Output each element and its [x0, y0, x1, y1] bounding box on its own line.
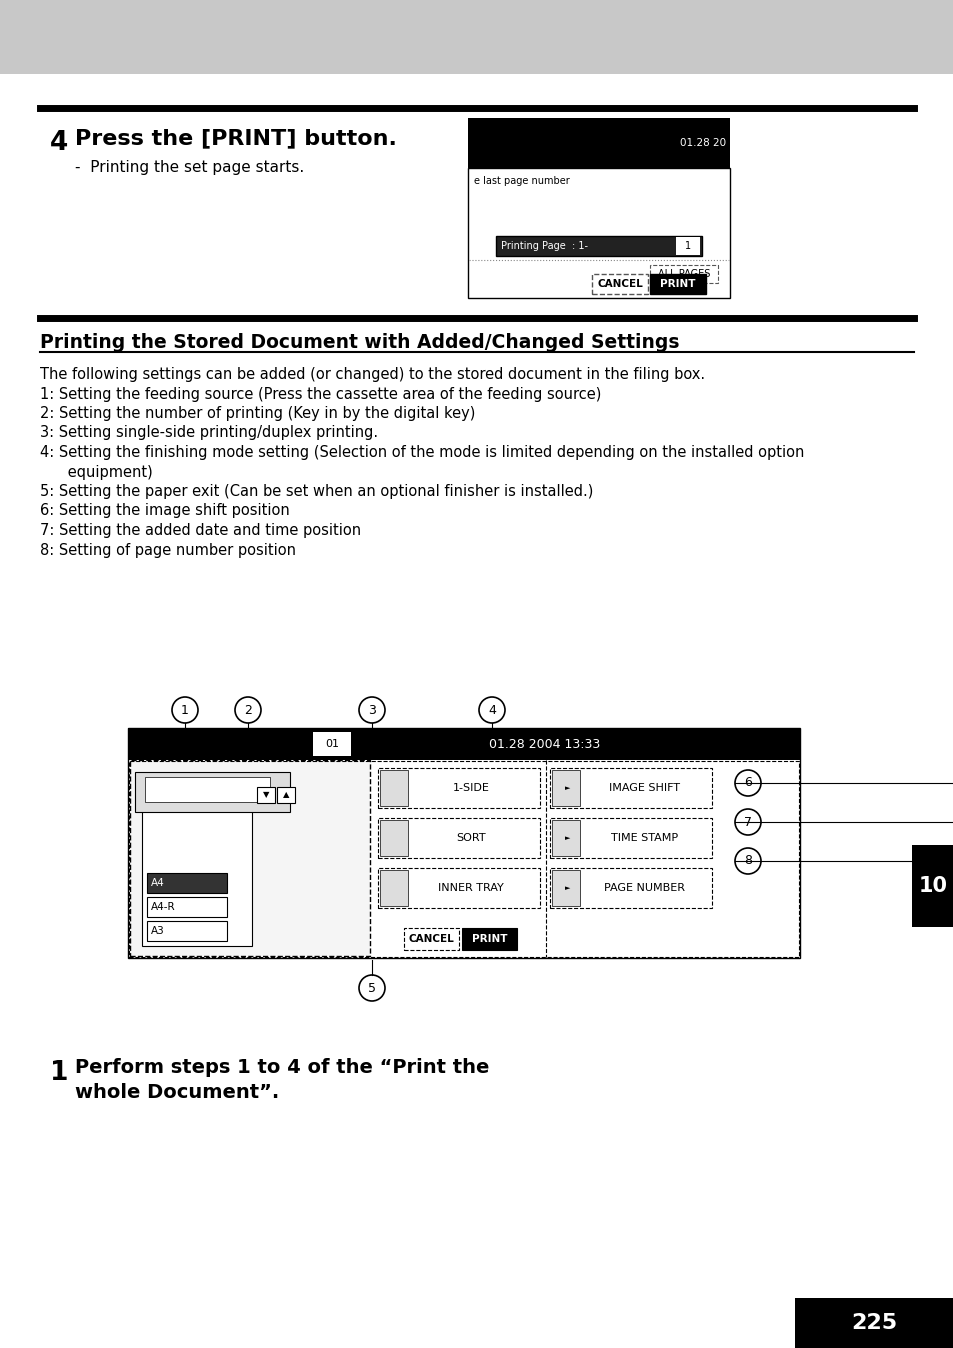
- Text: 6: Setting the image shift position: 6: Setting the image shift position: [40, 504, 290, 519]
- Text: 2: Setting the number of printing (Key in by the digital key): 2: Setting the number of printing (Key i…: [40, 406, 475, 421]
- Circle shape: [734, 809, 760, 834]
- Text: ▲: ▲: [282, 790, 289, 799]
- Bar: [379, 869, 408, 906]
- Text: INNER TRAY: INNER TRAY: [437, 883, 503, 892]
- Text: 01: 01: [325, 739, 338, 749]
- Text: 5: 5: [368, 981, 375, 995]
- Text: -  Printing the set page starts.: - Printing the set page starts.: [75, 160, 304, 175]
- Bar: [145, 776, 270, 802]
- Text: 1: 1: [181, 704, 189, 717]
- Text: 4: Setting the finishing mode setting (Selection of the mode is limited dependin: 4: Setting the finishing mode setting (S…: [40, 445, 803, 460]
- Bar: [129, 762, 799, 957]
- Text: Printing the Stored Document with Added/Changed Settings: Printing the Stored Document with Added/…: [40, 333, 679, 352]
- Text: 4: 4: [488, 704, 496, 717]
- Bar: [377, 818, 539, 857]
- Bar: [550, 868, 711, 909]
- Text: 5: Setting the paper exit (Can be set when an optional finisher is installed.): 5: Setting the paper exit (Can be set wh…: [40, 484, 593, 499]
- Bar: [147, 896, 227, 917]
- Bar: [147, 874, 227, 892]
- Bar: [379, 770, 408, 806]
- Bar: [468, 168, 729, 298]
- Text: equipment): equipment): [40, 465, 152, 480]
- Circle shape: [358, 697, 385, 723]
- Bar: [403, 927, 458, 950]
- Bar: [552, 869, 579, 906]
- Text: SORT: SORT: [456, 833, 485, 842]
- Text: ►: ►: [565, 886, 570, 891]
- Circle shape: [734, 848, 760, 874]
- Text: ▼: ▼: [262, 790, 269, 799]
- Bar: [276, 787, 294, 803]
- Text: 2: 2: [244, 704, 252, 717]
- Text: 7: Setting the added date and time position: 7: Setting the added date and time posit…: [40, 523, 361, 538]
- Text: TIME STAMP: TIME STAMP: [611, 833, 678, 842]
- Text: PRINT: PRINT: [471, 934, 507, 944]
- Bar: [461, 927, 517, 950]
- Text: PAGE NUMBER: PAGE NUMBER: [604, 883, 685, 892]
- Text: ►: ►: [565, 785, 570, 791]
- Text: CANCEL: CANCEL: [408, 934, 454, 944]
- Bar: [496, 236, 701, 256]
- Text: 01.28 2004 13:33: 01.28 2004 13:33: [489, 737, 599, 751]
- Bar: [147, 921, 227, 941]
- Bar: [256, 787, 274, 803]
- Text: 3: 3: [368, 704, 375, 717]
- Text: 1-SIDE: 1-SIDE: [452, 783, 489, 793]
- Bar: [0, 0, 953, 74]
- Bar: [550, 768, 711, 807]
- Circle shape: [734, 770, 760, 797]
- Text: Press the [PRINT] button.: Press the [PRINT] button.: [75, 128, 396, 148]
- Bar: [142, 775, 252, 946]
- Text: Printing Page  : 1-: Printing Page : 1-: [500, 241, 587, 251]
- Bar: [676, 237, 700, 255]
- Text: 10: 10: [918, 876, 946, 896]
- Bar: [552, 770, 579, 806]
- Text: 225: 225: [850, 1313, 897, 1333]
- Bar: [313, 732, 351, 756]
- Bar: [649, 266, 718, 283]
- Text: 7: 7: [743, 816, 751, 829]
- Text: Perform steps 1 to 4 of the “Print the
whole Document”.: Perform steps 1 to 4 of the “Print the w…: [75, 1058, 489, 1103]
- Bar: [135, 772, 290, 811]
- Bar: [794, 1298, 953, 1348]
- Text: CANCEL: CANCEL: [597, 279, 642, 288]
- Bar: [130, 760, 370, 956]
- Text: The following settings can be added (or changed) to the stored document in the f: The following settings can be added (or …: [40, 367, 704, 381]
- Circle shape: [478, 697, 504, 723]
- Circle shape: [358, 975, 385, 1002]
- Bar: [649, 274, 705, 294]
- Bar: [379, 820, 408, 856]
- Text: 6: 6: [743, 776, 751, 790]
- Bar: [592, 274, 647, 294]
- Bar: [552, 820, 579, 856]
- Text: IMAGE SHIFT: IMAGE SHIFT: [609, 783, 679, 793]
- Text: 4: 4: [50, 129, 69, 156]
- Bar: [130, 760, 370, 956]
- Text: 8: Setting of page number position: 8: Setting of page number position: [40, 542, 295, 558]
- Text: 1: 1: [684, 241, 690, 251]
- Text: 1: 1: [50, 1060, 69, 1086]
- Text: A4: A4: [151, 878, 165, 888]
- Bar: [128, 728, 800, 958]
- Circle shape: [234, 697, 261, 723]
- Bar: [128, 728, 800, 760]
- Bar: [377, 868, 539, 909]
- Text: 8: 8: [743, 855, 751, 868]
- Bar: [550, 818, 711, 857]
- Circle shape: [172, 697, 198, 723]
- Text: A4-R: A4-R: [151, 902, 175, 913]
- Text: 3: Setting single-side printing/duplex printing.: 3: Setting single-side printing/duplex p…: [40, 426, 377, 441]
- Text: e last page number: e last page number: [474, 177, 569, 186]
- Text: ALL PAGES: ALL PAGES: [658, 270, 709, 279]
- Text: ►: ►: [565, 834, 570, 841]
- Bar: [911, 845, 953, 927]
- Text: PRINT: PRINT: [659, 279, 695, 288]
- Text: 01.28 20: 01.28 20: [679, 137, 725, 148]
- Bar: [377, 768, 539, 807]
- Text: A3: A3: [151, 926, 165, 936]
- Bar: [468, 119, 729, 168]
- Text: 1: Setting the feeding source (Press the cassette area of the feeding source): 1: Setting the feeding source (Press the…: [40, 387, 600, 402]
